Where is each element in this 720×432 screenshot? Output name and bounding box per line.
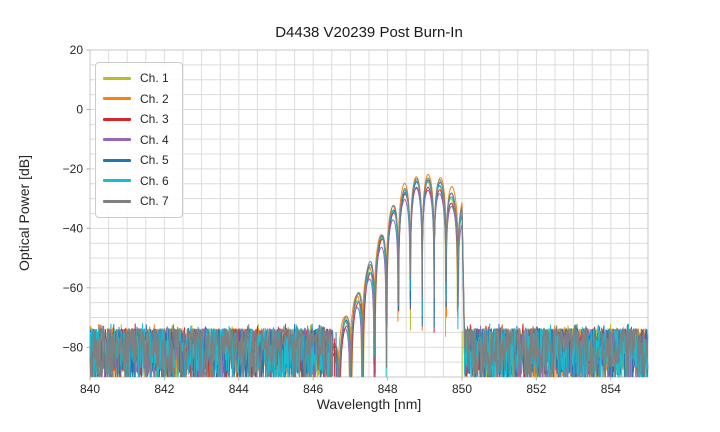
x-tick-label: 840 (80, 382, 100, 396)
y-tick-label: 20 (70, 43, 84, 57)
legend-line-swatch (103, 97, 131, 101)
legend-line-swatch (103, 138, 131, 142)
legend-item: Ch. 6 (103, 171, 178, 192)
y-axis-label: Optical Power [dB] (16, 155, 32, 271)
legend-line-swatch (103, 117, 131, 121)
legend-label: Ch. 4 (140, 132, 169, 147)
x-tick-label: 852 (526, 382, 546, 396)
legend-label: Ch. 5 (140, 153, 169, 168)
legend-label: Ch. 2 (140, 91, 169, 106)
y-tick-label: −80 (63, 340, 84, 354)
legend-line-swatch (103, 179, 131, 183)
x-tick-label: 842 (154, 382, 174, 396)
legend-item: Ch. 2 (103, 89, 178, 110)
y-tick-label: −60 (63, 281, 84, 295)
legend-item: Ch. 4 (103, 130, 178, 151)
legend: Ch. 1 Ch. 2 Ch. 3 Ch. 4 Ch. 5 Ch. 6 Ch. 7 (95, 62, 183, 218)
y-tick-label: −20 (63, 162, 84, 176)
legend-item: Ch. 3 (103, 109, 178, 130)
legend-label: Ch. 6 (140, 173, 169, 188)
legend-line-swatch (103, 76, 131, 80)
x-tick-label: 848 (378, 382, 398, 396)
x-tick-label: 846 (303, 382, 323, 396)
legend-line-swatch (103, 158, 131, 162)
legend-label: Ch. 1 (140, 71, 169, 86)
legend-item: Ch. 7 (103, 191, 178, 212)
legend-item: Ch. 5 (103, 150, 178, 171)
x-tick-label: 844 (229, 382, 249, 396)
legend-label: Ch. 3 (140, 112, 169, 127)
y-tick-label: 0 (76, 102, 83, 116)
chart-title: D4438 V20239 Post Burn-In (275, 24, 463, 41)
plot-frame (89, 49, 649, 378)
x-axis-label: Wavelength [nm] (316, 396, 422, 412)
y-tick-label: −40 (63, 221, 84, 235)
series-line-ch-7 (89, 177, 649, 378)
legend-item: Ch. 1 (103, 68, 178, 89)
legend-label: Ch. 7 (140, 194, 169, 209)
x-tick-label: 854 (601, 382, 621, 396)
x-tick-label: 850 (452, 382, 472, 396)
legend-line-swatch (103, 199, 131, 203)
